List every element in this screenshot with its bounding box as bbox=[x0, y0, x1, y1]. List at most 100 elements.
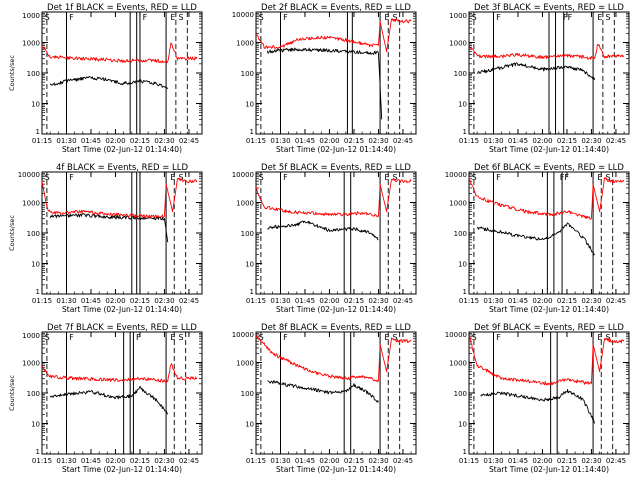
event-marker: F bbox=[283, 173, 288, 182]
y-tick-label: 100 bbox=[241, 390, 254, 398]
event-marker: S bbox=[259, 333, 264, 342]
x-tick-label: 01:45 bbox=[81, 137, 101, 145]
y-tick-label: 100 bbox=[454, 390, 467, 398]
y-tick-label: 1000 bbox=[449, 40, 467, 48]
lld-series-line bbox=[468, 43, 625, 60]
x-tick-label: 02:15 bbox=[130, 137, 150, 145]
x-tick-label: 01:15 bbox=[246, 137, 266, 145]
y-tick-label: 10 bbox=[31, 261, 40, 269]
panel-title: Det 1f BLACK = Events, RED = LLD bbox=[47, 3, 197, 13]
y-tick-label: 1000 bbox=[22, 332, 40, 340]
panel-title: Det 2f BLACK = Events, RED = LLD bbox=[261, 3, 411, 13]
x-tick-label: 02:30 bbox=[154, 457, 174, 465]
events-series-line bbox=[49, 213, 169, 243]
y-tick-label: 1000 bbox=[22, 200, 40, 208]
x-tick-label: 02:30 bbox=[368, 297, 388, 305]
x-tick-label: 02:15 bbox=[344, 457, 364, 465]
x-axis-label: Start Time (02-Jun-12 01:14:40) bbox=[489, 145, 609, 154]
event-marker: S bbox=[393, 13, 398, 22]
x-tick-label: 02:15 bbox=[130, 457, 150, 465]
x-tick-label: 01:30 bbox=[56, 297, 76, 305]
events-series-line bbox=[49, 76, 169, 90]
event-marker: S bbox=[393, 173, 398, 182]
x-tick-label: 02:30 bbox=[154, 297, 174, 305]
y-tick-label: 10 bbox=[458, 261, 467, 269]
panel-8: Det 8f BLACK = Events, RED = LLD 1 10 100 10… bbox=[232, 323, 417, 474]
panel-1: Det 1f BLACK = Events, RED = LLD 1 10 100 10… bbox=[8, 3, 203, 154]
x-tick-label: 02:45 bbox=[179, 297, 199, 305]
event-marker: FF bbox=[560, 173, 570, 182]
x-tick-label: 02:45 bbox=[179, 457, 199, 465]
x-tick-label: 02:45 bbox=[606, 137, 626, 145]
events-series-line bbox=[267, 380, 379, 403]
y-tick-label: 100 bbox=[27, 390, 40, 398]
lld-series-line bbox=[468, 177, 625, 220]
event-marker: E bbox=[170, 173, 175, 182]
x-axis-label: Start Time (02-Jun-12 01:14:40) bbox=[489, 465, 609, 474]
x-tick-label: 01:15 bbox=[32, 297, 52, 305]
x-tick-label: 01:30 bbox=[270, 137, 290, 145]
y-tick-label: 1000 bbox=[22, 12, 40, 20]
x-tick-label: 01:30 bbox=[270, 297, 290, 305]
x-tick-label: 02:15 bbox=[344, 137, 364, 145]
event-marker: F bbox=[283, 333, 288, 342]
y-tick-label: 1000 bbox=[449, 360, 467, 368]
panel-title: Det 9f BLACK = Events, RED = LLD bbox=[474, 323, 624, 333]
panel-title: Det 7f BLACK = Events, RED = LLD bbox=[47, 323, 197, 333]
event-marker: F bbox=[136, 333, 141, 342]
panel-7: Det 7f BLACK = Events, RED = LLD 1 10 100 10… bbox=[8, 323, 203, 474]
event-marker: S bbox=[472, 333, 477, 342]
event-marker: E bbox=[384, 13, 389, 22]
y-tick-label: 1000 bbox=[22, 40, 40, 48]
y-tick-label: 10 bbox=[458, 101, 467, 109]
x-tick-label: 02:15 bbox=[557, 137, 577, 145]
y-tick-label: 1 bbox=[463, 448, 467, 456]
y-tick-label: 1 bbox=[250, 448, 254, 456]
y-tick-label: 1000 bbox=[236, 40, 254, 48]
x-tick-label: 02:00 bbox=[105, 297, 125, 305]
x-axis-label: Start Time (02-Jun-12 01:14:40) bbox=[62, 305, 182, 314]
event-marker: E bbox=[597, 173, 602, 182]
y-tick-label: 10 bbox=[245, 261, 254, 269]
event-marker: S bbox=[606, 333, 611, 342]
x-tick-label: 01:15 bbox=[459, 457, 479, 465]
x-tick-label: 02:00 bbox=[319, 137, 339, 145]
lld-series-line bbox=[41, 177, 198, 219]
x-tick-label: 01:45 bbox=[81, 297, 101, 305]
x-axis-label: Start Time (02-Jun-12 01:14:40) bbox=[62, 145, 182, 154]
x-tick-label: 01:15 bbox=[459, 137, 479, 145]
event-marker: S bbox=[179, 173, 184, 182]
lld-series-line bbox=[255, 177, 412, 218]
x-tick-label: 02:15 bbox=[557, 297, 577, 305]
x-tick-label: 01:30 bbox=[483, 457, 503, 465]
y-tick-label: 1000 bbox=[236, 200, 254, 208]
x-tick-label: 01:30 bbox=[56, 137, 76, 145]
event-marker: S bbox=[259, 13, 264, 22]
y-tick-label: 10000 bbox=[232, 11, 254, 19]
y-axis-label: Counts/sec bbox=[8, 215, 16, 251]
y-tick-label: 10000 bbox=[18, 171, 40, 179]
x-tick-label: 01:45 bbox=[295, 137, 315, 145]
event-marker: F bbox=[143, 13, 148, 22]
event-marker: E bbox=[384, 333, 389, 342]
x-tick-label: 01:45 bbox=[295, 457, 315, 465]
y-tick-label: 1 bbox=[250, 288, 254, 296]
y-tick-label: 10 bbox=[245, 101, 254, 109]
x-tick-label: 01:45 bbox=[81, 457, 101, 465]
event-marker: S bbox=[45, 173, 50, 182]
y-tick-label: 100 bbox=[27, 70, 40, 78]
y-tick-label: 10 bbox=[245, 421, 254, 429]
x-tick-label: 02:30 bbox=[581, 457, 601, 465]
panel-2: Det 2f BLACK = Events, RED = LLD 1 10 100 10… bbox=[232, 3, 417, 154]
event-marker: F bbox=[496, 333, 501, 342]
event-marker: E bbox=[384, 173, 389, 182]
x-tick-label: 01:45 bbox=[295, 297, 315, 305]
y-tick-label: 10000 bbox=[445, 171, 467, 179]
event-marker: S bbox=[179, 13, 184, 22]
x-tick-label: 02:15 bbox=[130, 297, 150, 305]
x-tick-label: 01:45 bbox=[508, 297, 528, 305]
y-tick-label: 1 bbox=[36, 128, 40, 136]
x-tick-label: 01:45 bbox=[508, 137, 528, 145]
y-tick-label: 100 bbox=[27, 230, 40, 238]
lld-series-line bbox=[468, 336, 625, 386]
